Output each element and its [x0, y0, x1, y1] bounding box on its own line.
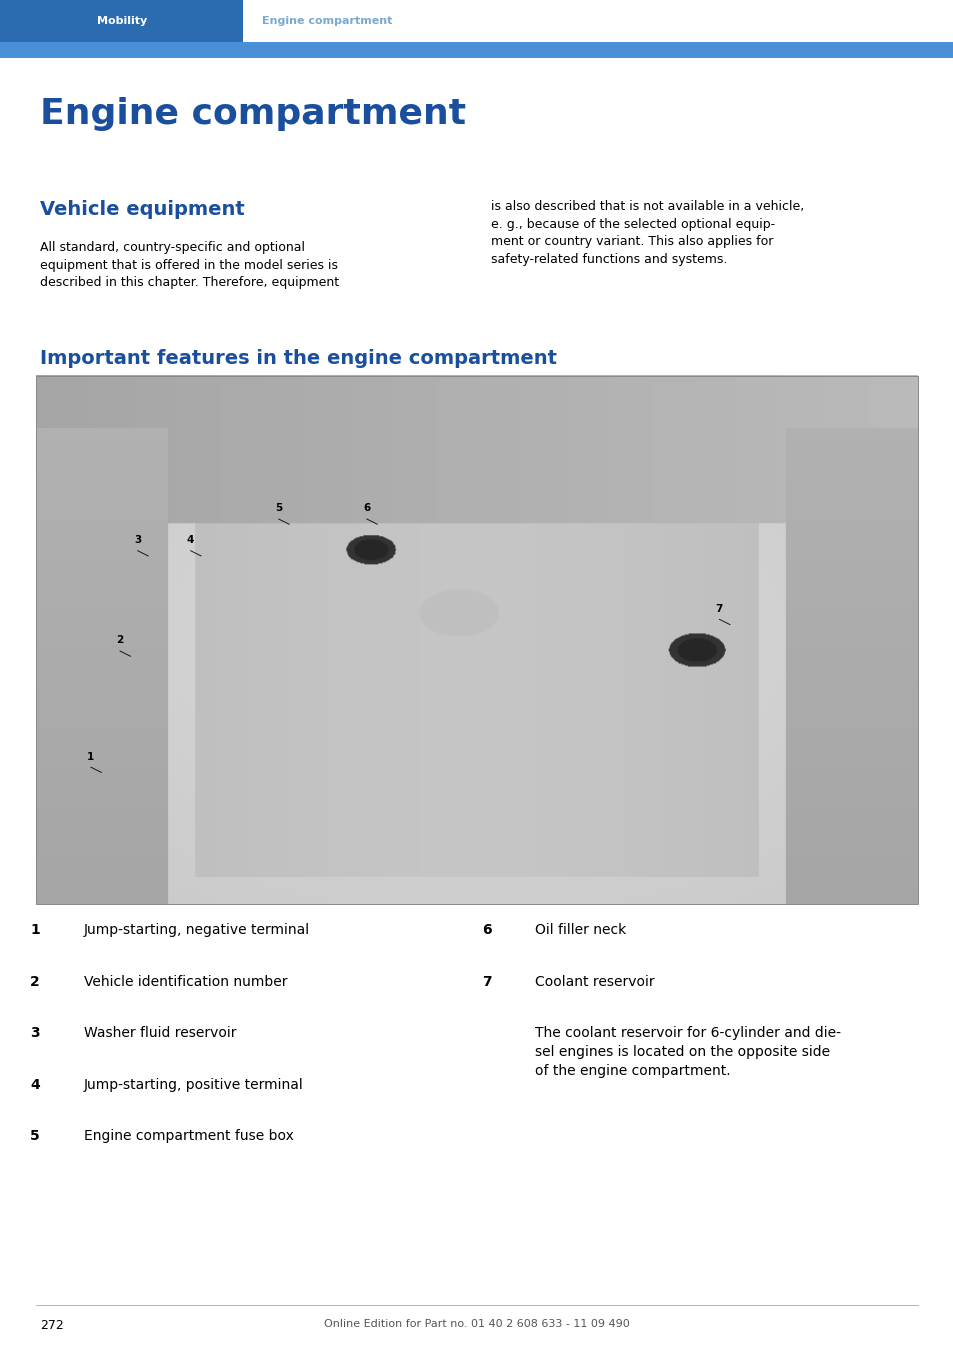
- Text: 3: 3: [133, 535, 141, 546]
- Text: Jump-starting, positive terminal: Jump-starting, positive terminal: [84, 1078, 303, 1091]
- Text: is also described that is not available in a vehicle,
e. g., because of the sele: is also described that is not available …: [491, 200, 803, 265]
- Text: 1: 1: [87, 751, 94, 761]
- Text: Coolant reservoir: Coolant reservoir: [535, 975, 654, 988]
- Text: Oil filler neck: Oil filler neck: [535, 923, 626, 937]
- Text: Engine compartment: Engine compartment: [262, 16, 393, 26]
- Text: 2: 2: [116, 635, 124, 646]
- Text: Jump-starting, negative terminal: Jump-starting, negative terminal: [84, 923, 310, 937]
- Text: Online Edition for Part no. 01 40 2 608 633 - 11 09 490: Online Edition for Part no. 01 40 2 608 …: [324, 1319, 629, 1328]
- Text: Engine compartment: Engine compartment: [40, 97, 466, 131]
- Text: The coolant reservoir for 6-cylinder and die-
sel engines is located on the oppo: The coolant reservoir for 6-cylinder and…: [535, 1026, 841, 1078]
- Bar: [36, 376, 917, 904]
- Text: 6: 6: [481, 923, 491, 937]
- Text: 7: 7: [481, 975, 491, 988]
- Text: 272: 272: [40, 1319, 64, 1332]
- Text: 5: 5: [30, 1129, 40, 1143]
- Text: 4: 4: [187, 535, 194, 546]
- Text: Washer fluid reservoir: Washer fluid reservoir: [84, 1026, 236, 1040]
- Text: Vehicle equipment: Vehicle equipment: [40, 200, 245, 219]
- Text: All standard, country-specific and optional
equipment that is offered in the mod: All standard, country-specific and optio…: [40, 241, 339, 288]
- Text: 4: 4: [30, 1078, 40, 1091]
- Text: 7: 7: [715, 604, 722, 613]
- Text: 3: 3: [30, 1026, 40, 1040]
- Text: 1: 1: [30, 923, 40, 937]
- Text: Engine compartment fuse box: Engine compartment fuse box: [84, 1129, 294, 1143]
- Text: 2: 2: [30, 975, 40, 988]
- Text: 5: 5: [274, 504, 282, 513]
- Text: Vehicle identification number: Vehicle identification number: [84, 975, 287, 988]
- Bar: [0, 0, 243, 42]
- Text: Important features in the engine compartment: Important features in the engine compart…: [40, 349, 557, 368]
- Text: Mobility: Mobility: [97, 16, 147, 26]
- Bar: [0, 42, 953, 58]
- Text: 6: 6: [363, 504, 370, 513]
